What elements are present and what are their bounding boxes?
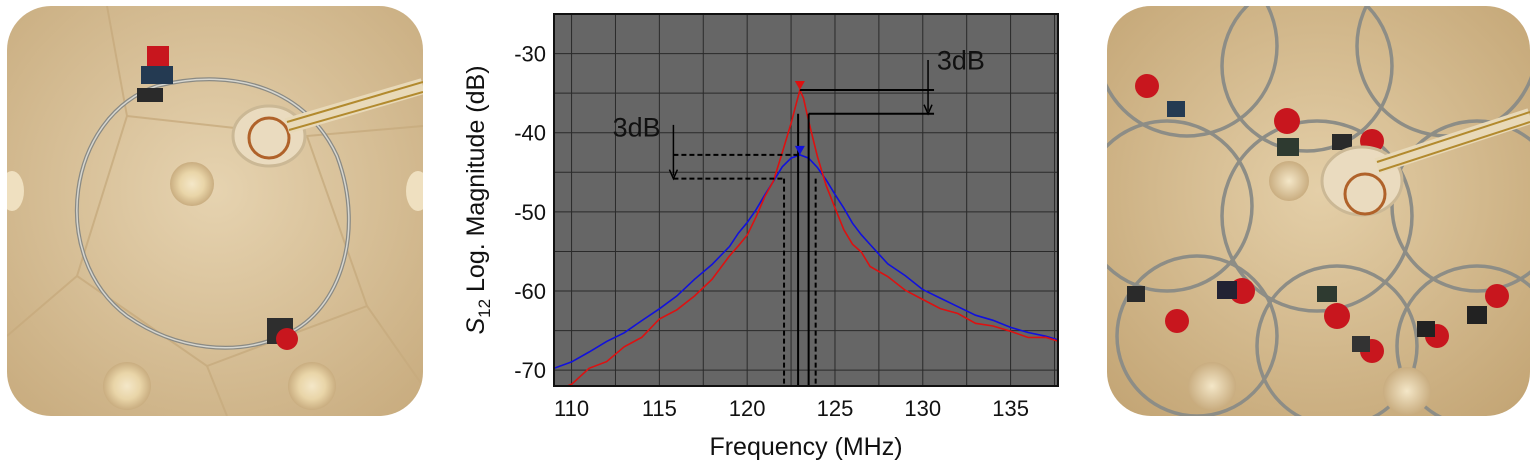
- x-tick-label: 130: [904, 396, 941, 421]
- x-tick-label: 115: [642, 396, 677, 421]
- y-axis-rest: Log. Magnitude (dB): [462, 65, 490, 298]
- x-tick-label: 120: [729, 396, 766, 421]
- y-axis-symbol: S: [462, 318, 490, 335]
- red-peak-marker: [794, 80, 805, 90]
- s12-frequency-chart: 3dB 3dB 110 115 120 125 130 135 -30 -40 -50 -60 -70…: [462, 13, 1059, 461]
- y-axis-label: S12 Log. Magnitude (dB): [462, 65, 494, 334]
- x-tick-label: 135: [992, 396, 1029, 421]
- single-coil-photo: [7, 6, 423, 416]
- 3db-arrow-head: [923, 104, 933, 116]
- coil-array-photo-icon: [1107, 6, 1530, 416]
- blue-peak-marker: [794, 145, 805, 155]
- y-axis-subscript: 12: [475, 299, 494, 318]
- y-tick-label: -30: [514, 42, 546, 67]
- x-tick-label: 125: [817, 396, 854, 421]
- 3db-label: 3dB: [613, 113, 661, 143]
- red-series-line: [565, 87, 1058, 386]
- annotation-layer: 3dB 3dB: [613, 45, 985, 386]
- 3db-label: 3dB: [937, 45, 985, 75]
- y-tick-label: -70: [514, 358, 546, 383]
- single-loop-coil-photo-icon: [7, 6, 423, 416]
- 3db-arrow-head: [668, 169, 679, 181]
- blue-series-line: [554, 154, 1058, 370]
- tick-labels: 110 115 120 125 130 135 -30 -40 -50 -60 -70: [514, 42, 1029, 421]
- y-tick-label: -40: [514, 121, 546, 146]
- y-tick-label: -60: [514, 279, 546, 304]
- y-tick-label: -50: [514, 200, 546, 225]
- coil-array-photo: [1107, 6, 1530, 416]
- plot-frame: [553, 13, 1059, 387]
- x-tick-label: 110: [554, 396, 589, 421]
- x-axis-label: Frequency (MHz): [709, 433, 902, 461]
- series-layer: [554, 87, 1058, 386]
- grid-lines: [554, 13, 1058, 386]
